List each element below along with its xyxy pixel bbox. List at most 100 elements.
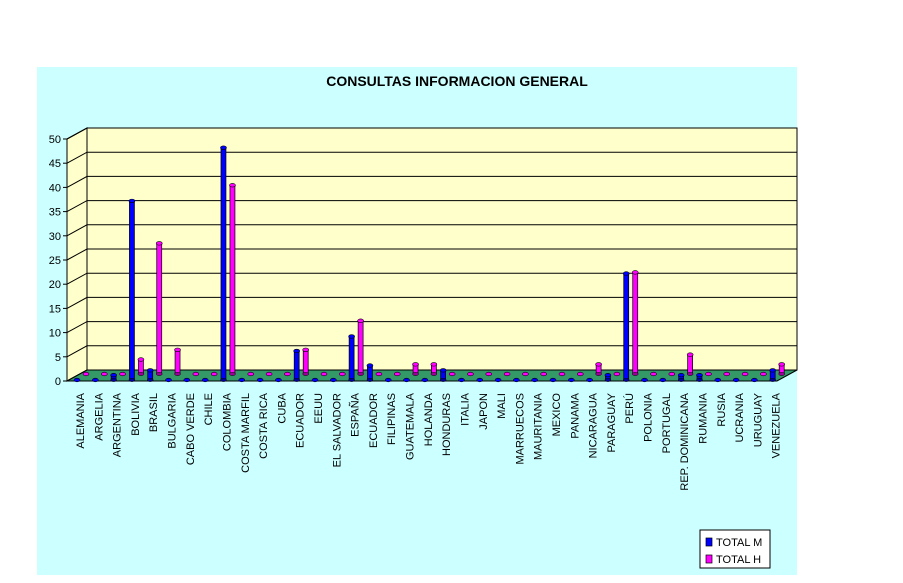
bar xyxy=(138,359,144,375)
bar-base xyxy=(439,378,447,382)
bar-cap xyxy=(92,377,99,383)
bar-base xyxy=(174,372,181,376)
bar xyxy=(348,336,355,381)
bar xyxy=(293,350,300,381)
bar-cap xyxy=(485,371,493,377)
category-label: COSTA MARFIL xyxy=(240,393,252,473)
bar-cap xyxy=(494,377,502,383)
bar-cap xyxy=(668,371,676,377)
category-label: MEXICO xyxy=(551,393,563,437)
bar xyxy=(229,184,236,375)
bar-cap xyxy=(247,371,255,377)
bar-cap xyxy=(366,363,374,368)
bar xyxy=(357,320,364,375)
bar-cap xyxy=(476,377,484,383)
category-label: COSTA RICA xyxy=(258,392,270,458)
category-label: ARGENTINA xyxy=(112,392,124,457)
gridline xyxy=(66,200,797,213)
gridline xyxy=(66,151,797,164)
category-label: FILIPINAS xyxy=(386,393,398,445)
category-label: MALI xyxy=(496,393,508,419)
category-label: VENEZUELA xyxy=(771,392,783,458)
bar-cap xyxy=(558,371,566,377)
bar-cap xyxy=(467,371,474,377)
bar-cap xyxy=(155,241,163,246)
bar-base xyxy=(220,378,227,382)
bar-cap xyxy=(586,377,593,383)
bar xyxy=(623,273,630,381)
bar xyxy=(174,349,181,375)
bar-cap xyxy=(384,377,392,383)
category-label: EEUU xyxy=(313,393,325,424)
bar-cap xyxy=(650,371,657,377)
category-label: MAURITANIA xyxy=(533,392,545,460)
legend-swatch xyxy=(705,554,713,564)
bar-base xyxy=(778,372,785,376)
bar xyxy=(367,365,373,381)
bar-cap xyxy=(760,371,767,377)
bar-cap xyxy=(705,371,712,377)
bar xyxy=(687,354,694,375)
y-tick-label: 10 xyxy=(49,328,61,340)
category-label: ECUADOR xyxy=(295,393,307,448)
bar-base xyxy=(595,372,602,376)
bar-cap xyxy=(439,368,447,373)
bar-cap xyxy=(622,271,630,276)
bar-base xyxy=(293,378,300,382)
bar-cap xyxy=(275,377,282,383)
bar-cap xyxy=(302,347,309,352)
y-tick-label: 5 xyxy=(55,352,61,364)
category-label: EL SALVADOR xyxy=(331,393,343,467)
bar-cap xyxy=(577,371,584,377)
bar-cap xyxy=(448,371,456,377)
bar-cap xyxy=(503,371,511,377)
category-label: ITALIA xyxy=(459,392,471,425)
bar-cap xyxy=(540,371,547,377)
category-label: REP. DOMINICANA xyxy=(679,392,691,490)
bar-cap xyxy=(686,352,694,357)
bar xyxy=(302,349,309,375)
bar-base xyxy=(110,378,117,382)
category-label: BRASIL xyxy=(148,393,160,432)
bar-cap xyxy=(311,377,319,383)
bar-cap xyxy=(284,371,291,377)
gridline xyxy=(66,321,797,334)
bar xyxy=(220,147,227,381)
gridline xyxy=(66,248,797,261)
bar-cap xyxy=(165,377,172,383)
bar-cap xyxy=(604,373,612,378)
bar-cap xyxy=(256,377,264,383)
y-tick-label: 45 xyxy=(49,158,61,170)
bar-base xyxy=(696,378,703,382)
bar-cap xyxy=(641,377,648,383)
bar-cap xyxy=(339,371,346,377)
category-label: NICARAGUA xyxy=(588,392,600,458)
y-tick-label: 40 xyxy=(49,182,61,194)
bar-base xyxy=(302,372,309,376)
bar-cap xyxy=(531,377,538,383)
bar-cap xyxy=(393,371,401,377)
bar-cap xyxy=(192,371,200,377)
bar-base xyxy=(604,378,612,382)
category-label: CUBA xyxy=(276,392,288,423)
bar-cap xyxy=(201,377,209,383)
category-label: HONDURAS xyxy=(441,393,453,456)
category-label: POLONIA xyxy=(643,392,655,442)
bar xyxy=(632,272,639,375)
bar-cap xyxy=(741,371,749,377)
bar-cap xyxy=(229,183,236,188)
bar-cap xyxy=(348,334,355,339)
bar-cap xyxy=(714,377,722,383)
bar-cap xyxy=(751,377,758,383)
bar-base xyxy=(229,372,236,376)
category-label: BULGARIA xyxy=(167,392,179,448)
category-label: PERÚ xyxy=(623,393,636,424)
category-label: PARAGUAY xyxy=(606,392,618,452)
bar-base xyxy=(677,378,685,382)
bar-cap xyxy=(110,373,117,378)
bar-base xyxy=(412,372,419,376)
bar-cap xyxy=(549,377,557,383)
gridline xyxy=(66,127,797,140)
bar-cap xyxy=(412,362,419,367)
